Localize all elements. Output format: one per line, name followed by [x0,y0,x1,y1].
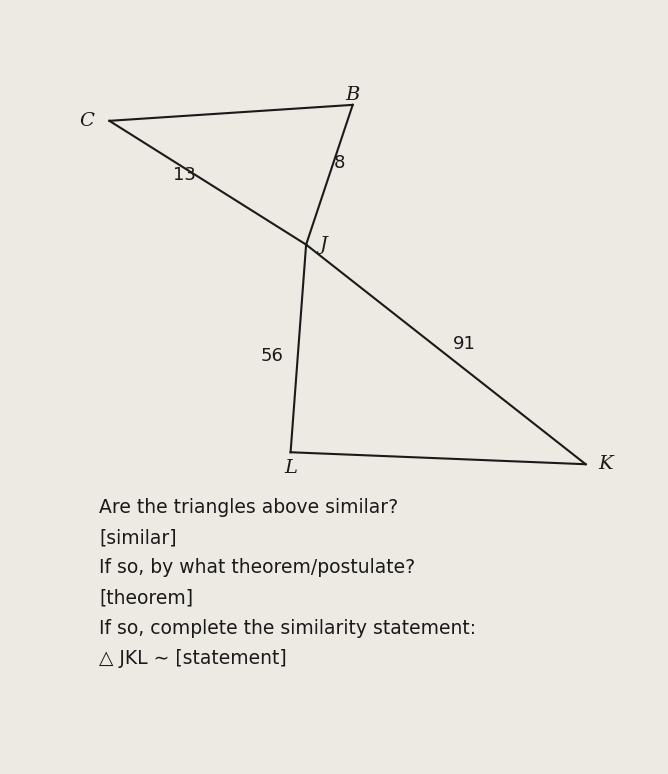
Text: K: K [599,455,613,473]
Text: 8: 8 [334,154,345,172]
Text: [similar]: [similar] [99,528,176,547]
Text: B: B [345,86,360,104]
Text: C: C [79,111,94,130]
Text: L: L [284,459,297,478]
Text: 56: 56 [261,348,284,365]
Text: 91: 91 [453,335,476,354]
Text: △ JKL ∼ [statement]: △ JKL ∼ [statement] [99,649,287,668]
Text: Are the triangles above similar?: Are the triangles above similar? [99,498,398,517]
Text: If so, by what theorem/postulate?: If so, by what theorem/postulate? [99,558,415,577]
Text: 13: 13 [173,166,196,183]
Text: J: J [319,235,327,254]
Text: [theorem]: [theorem] [99,588,193,608]
Text: If so, complete the similarity statement:: If so, complete the similarity statement… [99,619,476,638]
